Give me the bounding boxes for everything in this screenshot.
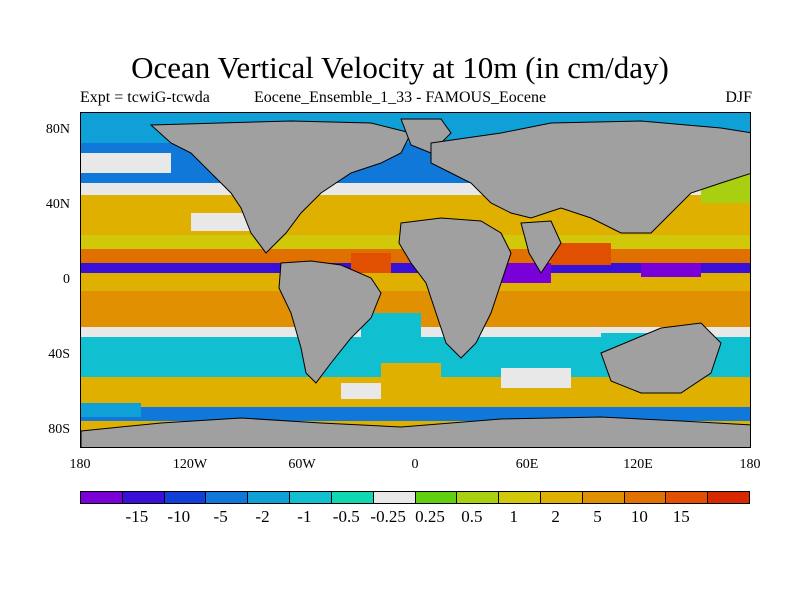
- colorbar-swatch: [708, 492, 749, 503]
- lon-label-180w: 180: [69, 457, 91, 472]
- lat-label-40n: 40N: [45, 197, 70, 212]
- colorbar-label: 2: [551, 507, 560, 526]
- colorbar-label: -0.5: [332, 507, 360, 526]
- feature-5: [551, 243, 611, 265]
- colorbar-label: -10: [167, 507, 191, 526]
- colorbar-label: -2: [255, 507, 270, 526]
- land-north-america: [149, 120, 412, 254]
- colorbar-swatch: [373, 492, 416, 503]
- map-panel: [80, 112, 751, 448]
- colorbar-swatch: [666, 492, 709, 503]
- colorbar-label: 1: [509, 507, 519, 526]
- velocity-map: [81, 113, 750, 447]
- land-australia: [600, 322, 722, 394]
- land-europe-asia: [430, 120, 750, 234]
- colorbar-label: 5: [593, 507, 602, 526]
- colorbar-label: 0.5: [461, 507, 483, 526]
- lon-label-120e: 120E: [623, 457, 653, 472]
- colorbar-swatch: [540, 492, 583, 503]
- band-equator-south: [81, 273, 750, 291]
- colorbar-swatch: [415, 492, 458, 503]
- feature-8: [381, 363, 441, 383]
- colorbar-swatch: [331, 492, 374, 503]
- colorbar-label: -1: [297, 507, 312, 526]
- lon-label-60e: 60E: [515, 457, 539, 472]
- feature-9: [501, 368, 571, 388]
- lat-label-40s: 40S: [48, 347, 70, 362]
- colorbar-swatch: [81, 492, 123, 503]
- feature-12: [81, 403, 141, 417]
- land-africa: [398, 217, 512, 359]
- colorbar-swatch: [206, 492, 249, 503]
- land-antarctica: [81, 416, 750, 447]
- lon-label-180e: 180: [739, 457, 761, 472]
- season-label: DJF: [725, 89, 752, 106]
- simulation-label: Eocene_Ensemble_1_33 - FAMOUS_Eocene: [254, 89, 547, 106]
- colorbar-label: 15: [672, 507, 690, 526]
- experiment-label: Expt = tcwiG-tcwda: [80, 89, 210, 106]
- land-india: [520, 220, 562, 274]
- colorbar-label: -15: [125, 507, 149, 526]
- lat-label-80n: 80N: [45, 122, 70, 137]
- colorbar-swatch: [290, 492, 332, 503]
- feature-7: [81, 293, 181, 323]
- colorbar-swatch: [457, 492, 500, 503]
- colorbar-label: -0.25: [370, 507, 406, 526]
- colorbar-label: 0.25: [415, 507, 445, 526]
- lat-label-80s: 80S: [48, 422, 70, 437]
- lon-label-120w: 120W: [172, 457, 208, 472]
- feature-1: [81, 153, 171, 173]
- lat-label-0: 0: [63, 272, 70, 287]
- colorbar-swatch: [248, 492, 291, 503]
- feature-4: [641, 263, 701, 277]
- feature-13: [361, 313, 421, 353]
- colorbar-swatch: [582, 492, 625, 503]
- colorbar: [80, 491, 750, 504]
- feature-10: [341, 383, 381, 399]
- lon-label-60w: 60W: [288, 457, 316, 472]
- colorbar-swatch: [122, 492, 165, 503]
- feature-6: [351, 253, 391, 273]
- colorbar-label: 10: [630, 507, 648, 526]
- colorbar-swatch: [164, 492, 207, 503]
- land-south-america: [278, 260, 382, 384]
- colorbar-swatch: [499, 492, 541, 503]
- colorbar-label: -5: [213, 507, 228, 526]
- lon-label-0: 0: [411, 457, 419, 472]
- colorbar-swatch: [624, 492, 667, 503]
- feature-2: [191, 213, 251, 231]
- chart-title: Ocean Vertical Velocity at 10m (in cm/da…: [131, 50, 669, 85]
- band-antarctic-blue: [81, 407, 750, 421]
